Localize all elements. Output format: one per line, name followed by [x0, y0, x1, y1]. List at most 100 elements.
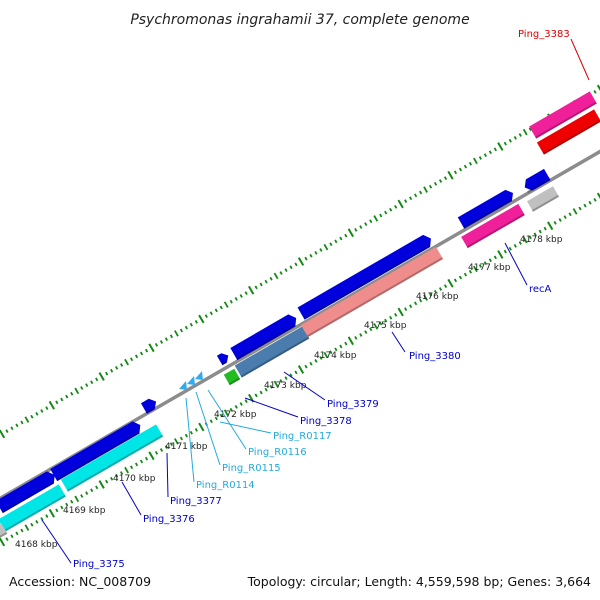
gene-bar: [60, 424, 164, 492]
gene-label: Ping_3375: [73, 559, 125, 570]
kbp-label: 4169 kbp: [63, 506, 106, 516]
outer-tick-mark: [95, 377, 99, 382]
inner-tick-mark: [209, 419, 213, 424]
outer-tick-mark: [339, 236, 343, 241]
outer-tick-mark: [24, 416, 30, 423]
outer-tick-mark: [289, 265, 293, 270]
outer-tick-mark: [493, 147, 497, 152]
outer-tick-mark: [244, 291, 248, 295]
outer-tick-mark: [229, 299, 233, 304]
outer-tick-mark: [364, 222, 368, 226]
inner-tick-mark: [5, 537, 9, 541]
outer-tick-mark: [409, 196, 413, 201]
outer-tick-mark: [259, 282, 263, 287]
outer-tick-mark: [115, 366, 119, 370]
gene-label: recA: [529, 284, 552, 295]
outer-tick-mark: [105, 371, 109, 376]
inner-tick-mark: [70, 499, 74, 504]
outer-tick-mark: [503, 141, 507, 146]
inner-tick-mark: [547, 221, 554, 231]
inner-tick-mark: [478, 264, 482, 268]
outer-tick-mark: [194, 320, 198, 324]
inner-tick-mark: [314, 359, 318, 363]
inner-tick-mark: [578, 206, 582, 211]
inner-tick-mark: [483, 261, 487, 265]
inner-tick-mark: [447, 278, 454, 288]
outer-tick-mark: [48, 400, 55, 410]
inner-tick-mark: [139, 459, 144, 464]
inner-tick-mark: [30, 522, 34, 527]
outer-tick-mark: [458, 167, 463, 172]
inner-tick-mark: [259, 390, 263, 395]
kbp-label: 4177 kbp: [468, 263, 511, 273]
outer-tick-mark: [80, 386, 84, 390]
outer-tick-mark: [323, 243, 329, 251]
gene-bar: [216, 353, 229, 366]
outer-tick-mark: [344, 233, 348, 238]
inner-tick-mark: [45, 514, 49, 518]
outer-tick-mark: [184, 325, 188, 330]
inner-tick-mark: [394, 313, 398, 317]
gene-bar: [457, 189, 513, 229]
inner-tick-mark: [15, 531, 19, 536]
gene-label: Ping_3378: [300, 416, 352, 427]
outer-tick-mark: [60, 397, 64, 402]
outer-tick-mark: [596, 84, 600, 92]
gene-bar: [0, 484, 66, 532]
gene-bar: [230, 314, 297, 361]
inner-tick-mark: [543, 226, 547, 231]
outer-tick-mark: [433, 182, 438, 186]
gene-bar: [529, 91, 597, 139]
inner-tick-mark: [55, 508, 59, 513]
inner-tick-mark: [583, 203, 587, 208]
outer-tick-mark: [473, 157, 478, 165]
inner-tick-mark: [219, 413, 223, 418]
inner-tick-mark: [154, 451, 159, 455]
outer-tick-mark: [384, 210, 388, 215]
inner-tick-mark: [323, 351, 329, 359]
inner-tick-mark: [159, 448, 164, 452]
inner-tick-mark: [80, 494, 84, 498]
outer-tick-mark: [110, 368, 114, 373]
gene-track: [0, 91, 600, 539]
gene-bar: [223, 368, 241, 386]
inner-tick-dots: [0, 192, 600, 547]
inner-tick-mark: [10, 534, 14, 539]
inner-tick-mark: [397, 307, 404, 317]
outer-tick-mark: [144, 348, 149, 353]
inner-tick-mark: [513, 244, 517, 248]
outer-tick-mark: [120, 363, 124, 367]
gene-label: Ping_3380: [409, 351, 461, 362]
outer-tick-mark: [98, 372, 105, 381]
inner-tick-mark: [364, 330, 368, 334]
inner-tick-mark: [568, 212, 572, 217]
kbp-labels: 4168 kbp 4169 kbp 4170 kbp 4171 kbp 4172 kbp…: [15, 235, 563, 550]
leader-line: [41, 519, 72, 564]
leader-line: [166, 452, 169, 498]
leader-line: [195, 391, 221, 466]
inner-tick-mark: [572, 208, 578, 215]
inner-tick-mark: [120, 471, 124, 475]
gene-bar: [527, 186, 559, 212]
inner-tick-mark: [468, 269, 473, 274]
inner-tick-mark: [433, 290, 438, 294]
outer-tick-mark: [354, 228, 358, 232]
gene-label: Ping_3383: [518, 29, 570, 40]
outer-tick-mark: [463, 164, 468, 169]
outer-tick-mark: [334, 239, 338, 244]
inner-tick-mark: [110, 476, 114, 481]
inner-tick-mark: [359, 333, 363, 337]
inner-tick-mark: [588, 200, 592, 205]
inner-tick-mark: [463, 272, 468, 277]
inner-tick-mark: [553, 221, 557, 225]
gene-label: Ping_R0117: [273, 431, 332, 442]
outer-tick-mark: [164, 337, 169, 341]
gene-bar: [50, 421, 141, 482]
outer-tick-mark: [394, 205, 398, 209]
inner-tick-mark: [297, 365, 305, 374]
inner-tick-mark: [533, 232, 537, 237]
gene-bar: [234, 326, 310, 378]
inner-tick-mark: [65, 502, 69, 507]
inner-tick-mark: [404, 307, 408, 311]
gene-bar: [461, 203, 525, 249]
